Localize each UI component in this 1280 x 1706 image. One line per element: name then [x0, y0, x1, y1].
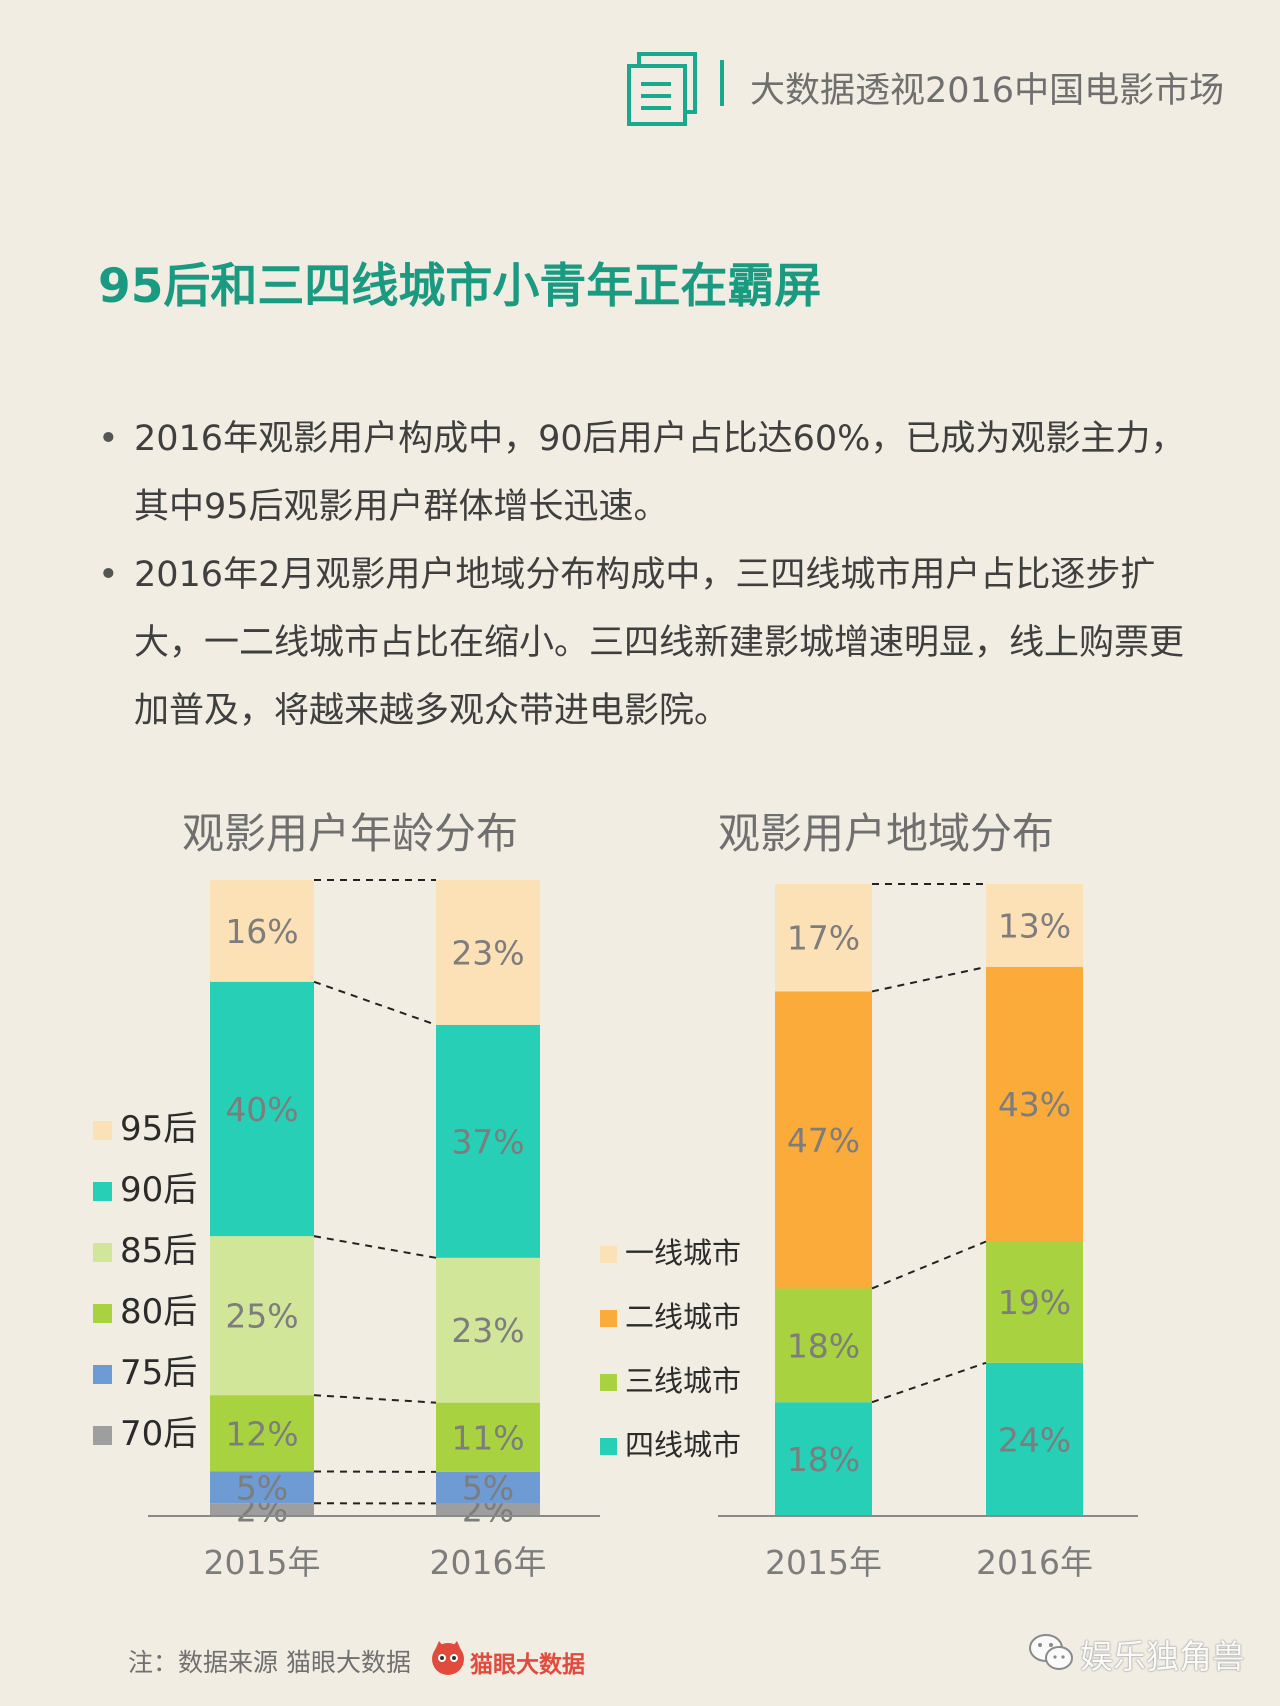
- document-icon: [627, 52, 697, 126]
- legend-label: 95后: [120, 1109, 197, 1149]
- legend-label: 三线城市: [625, 1364, 741, 1398]
- data-label: 13%: [998, 906, 1071, 945]
- legend-label: 75后: [120, 1353, 197, 1393]
- data-label: 11%: [451, 1418, 524, 1457]
- legend-label: 90后: [120, 1170, 197, 1210]
- connector-line: [871, 1361, 987, 1404]
- bar-segment: [436, 1024, 540, 1258]
- bar-segment: [775, 991, 872, 1289]
- bar-segment: [210, 1395, 314, 1472]
- legend-swatch: [93, 1304, 112, 1323]
- connector-line: [313, 1235, 437, 1259]
- bar-segment: [986, 1241, 1083, 1363]
- bullet-item: • 2016年观影用户构成中，90后用户占比达60%，已成为观影主力，其中95后…: [98, 405, 1208, 541]
- legend-swatch: [600, 1246, 617, 1263]
- wechat-icon: [1029, 1634, 1073, 1670]
- bullet-text: 2016年观影用户构成中，90后用户占比达60%，已成为观影主力，其中95后观影…: [134, 419, 1186, 527]
- connector-line: [871, 1240, 987, 1290]
- legend-swatch: [93, 1243, 112, 1262]
- page-header: 大数据透视2016中国电影市场: [625, 52, 1225, 132]
- legend-swatch: [600, 1310, 617, 1327]
- connector-line: [313, 1394, 437, 1404]
- legend-swatch: [93, 1365, 112, 1384]
- bar-segment: [436, 1503, 540, 1516]
- bullet-list: • 2016年观影用户构成中，90后用户占比达60%，已成为观影主力，其中95后…: [98, 405, 1208, 745]
- age-chart-title: 观影用户年龄分布: [182, 809, 519, 858]
- bar-segment: [210, 1503, 314, 1516]
- data-label: 5%: [462, 1469, 514, 1508]
- header-title: 大数据透视2016中国电影市场: [750, 71, 1225, 111]
- bar-segment: [775, 1288, 872, 1403]
- x-tick-label: 2016年: [430, 1543, 547, 1582]
- legend-label: 70后: [120, 1414, 197, 1454]
- bar-segment: [210, 880, 314, 982]
- legend-label: 一线城市: [625, 1236, 741, 1270]
- bar-segment: [986, 966, 1083, 1242]
- data-label: 37%: [451, 1122, 524, 1161]
- data-label: 23%: [451, 933, 524, 972]
- legend-swatch: [600, 1374, 617, 1391]
- section-title: 95后和三四线城市小青年正在霸屏: [98, 259, 822, 314]
- data-label: 24%: [998, 1420, 1071, 1459]
- bullet-text: 2016年2月观影用户地域分布构成中，三四线城市用户占比逐步扩大，一二线城市占比…: [134, 555, 1185, 731]
- header-divider: [720, 60, 724, 106]
- data-label: 17%: [787, 919, 860, 958]
- bar-segment: [210, 1236, 314, 1396]
- x-tick-label: 2016年: [976, 1543, 1093, 1582]
- legend-label: 85后: [120, 1231, 197, 1271]
- data-label: 40%: [225, 1090, 298, 1129]
- x-tick-label: 2015年: [765, 1543, 882, 1582]
- data-label: 19%: [998, 1283, 1071, 1322]
- brand-name: 猫眼大数据: [470, 1652, 585, 1678]
- bullet-symbol: •: [98, 555, 119, 595]
- bar-segment: [775, 1402, 872, 1516]
- wechat-account-name: 娱乐独角兽: [1080, 1637, 1245, 1676]
- bar-segment: [210, 981, 314, 1237]
- bar-segment: [210, 1471, 314, 1504]
- data-label: 16%: [225, 912, 298, 951]
- data-label: 5%: [236, 1468, 288, 1507]
- region-chart-title: 观影用户地域分布: [718, 809, 1055, 858]
- legend-swatch: [93, 1426, 112, 1445]
- bar-segment: [436, 880, 540, 1025]
- bar-segment: [436, 1402, 540, 1472]
- x-tick-label: 2015年: [204, 1543, 321, 1582]
- data-label: 43%: [998, 1085, 1071, 1124]
- legend-swatch: [93, 1182, 112, 1201]
- cat-logo-icon: [432, 1641, 464, 1675]
- data-label: 18%: [787, 1326, 860, 1365]
- connector-line: [871, 966, 987, 993]
- bullet-item: • 2016年2月观影用户地域分布构成中，三四线城市用户占比逐步扩大，一二线城市…: [98, 541, 1208, 745]
- bar-segment: [986, 884, 1083, 967]
- bar-segment: [436, 1471, 540, 1504]
- bullet-symbol: •: [98, 419, 119, 459]
- legend-label: 二线城市: [625, 1300, 741, 1334]
- data-label: 18%: [787, 1440, 860, 1479]
- data-label: 47%: [787, 1121, 860, 1160]
- data-label: 23%: [451, 1311, 524, 1350]
- connector-line: [313, 980, 437, 1026]
- legend-label: 四线城市: [625, 1428, 741, 1462]
- source-note: 注：数据来源 猫眼大数据: [128, 1648, 411, 1677]
- legend-label: 80后: [120, 1292, 197, 1332]
- bar-segment: [775, 884, 872, 992]
- data-label: 12%: [225, 1414, 298, 1453]
- legend-swatch: [600, 1438, 617, 1455]
- legend-swatch: [93, 1121, 112, 1140]
- bar-segment: [986, 1362, 1083, 1516]
- bar-segment: [436, 1257, 540, 1403]
- data-label: 25%: [225, 1297, 298, 1336]
